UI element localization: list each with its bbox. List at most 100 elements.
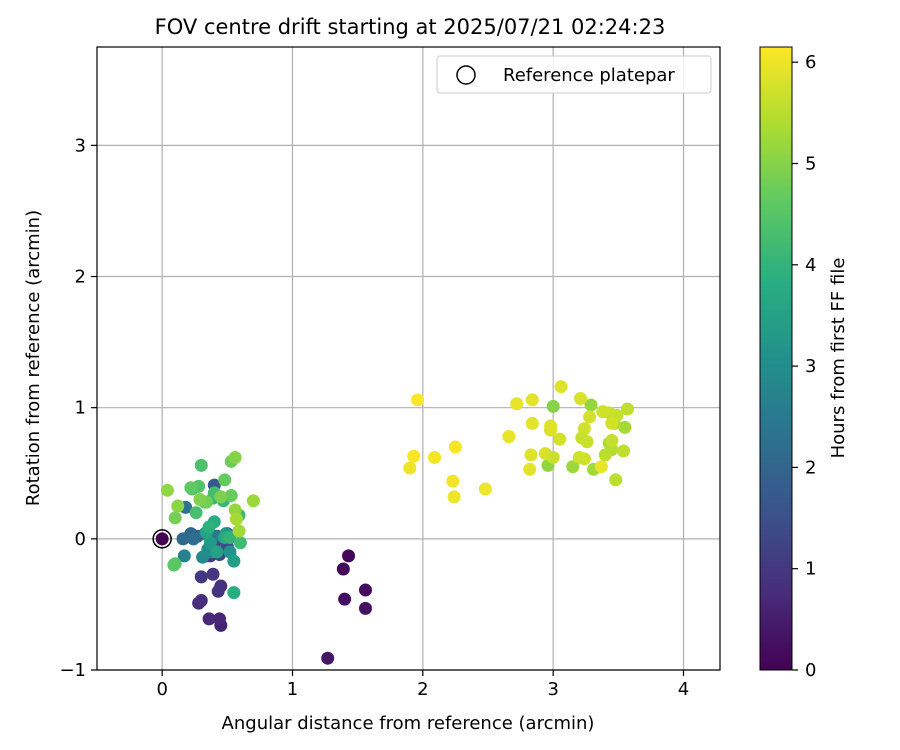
- data-point: [206, 567, 220, 581]
- data-point: [194, 458, 208, 472]
- data-point: [618, 420, 632, 434]
- y-axis-ticks: −1 0 1 2 3: [59, 135, 97, 681]
- data-point: [523, 462, 537, 476]
- data-point: [577, 452, 591, 466]
- data-point: [232, 524, 246, 538]
- data-point: [233, 536, 247, 550]
- data-point: [605, 416, 619, 430]
- colorbar-tick-label: 0: [805, 660, 816, 681]
- data-point: [546, 451, 560, 465]
- y-tick-label: 1: [75, 398, 86, 419]
- reference-marker-layer: [152, 529, 172, 549]
- data-point: [502, 430, 516, 444]
- data-point: [358, 601, 372, 615]
- data-point: [176, 532, 190, 546]
- data-point: [155, 532, 169, 546]
- legend-marker: [456, 65, 476, 85]
- data-point: [358, 583, 372, 597]
- data-point: [478, 482, 492, 496]
- data-point: [218, 473, 232, 487]
- data-point: [202, 612, 216, 626]
- data-point: [428, 451, 442, 465]
- data-point: [321, 651, 335, 665]
- data-point: [227, 554, 241, 568]
- data-point: [609, 473, 623, 487]
- data-point: [553, 432, 567, 446]
- y-tick-label: 3: [75, 135, 86, 156]
- data-point: [228, 451, 242, 465]
- colorbar-ticks: 0 1 2 3 4 5 6: [792, 52, 816, 681]
- data-point: [510, 397, 524, 411]
- data-point: [617, 444, 631, 458]
- grid-lines: [97, 47, 720, 671]
- x-tick-label: 1: [287, 679, 298, 700]
- data-point: [189, 506, 203, 520]
- y-tick-label: −1: [59, 660, 86, 681]
- data-point: [620, 402, 634, 416]
- data-point: [580, 435, 594, 449]
- data-point: [411, 393, 425, 407]
- data-point: [168, 511, 182, 525]
- colorbar-tick-label: 5: [805, 153, 816, 174]
- colorbar-tick-label: 2: [805, 457, 816, 478]
- x-tick-label: 0: [156, 679, 167, 700]
- data-point: [546, 399, 560, 413]
- data-point: [524, 448, 538, 462]
- data-point: [594, 460, 608, 474]
- data-point: [605, 433, 619, 447]
- data-point: [574, 392, 588, 406]
- data-points: [155, 380, 634, 665]
- data-point: [525, 416, 539, 430]
- data-point: [246, 494, 260, 508]
- data-point: [223, 531, 237, 545]
- data-point: [203, 536, 217, 550]
- data-point: [184, 481, 198, 495]
- data-point: [171, 499, 185, 513]
- data-point: [446, 474, 460, 488]
- data-point: [211, 584, 225, 598]
- colorbar-label: Hours from first FF file: [828, 258, 849, 459]
- data-point: [336, 562, 350, 576]
- x-tick-label: 3: [547, 679, 558, 700]
- data-point: [193, 492, 207, 506]
- data-point: [194, 593, 208, 607]
- data-point: [407, 449, 421, 463]
- data-point: [544, 419, 558, 433]
- data-point: [177, 549, 191, 563]
- data-point: [525, 393, 539, 407]
- y-axis-label: Rotation from reference (arcmin): [23, 210, 44, 506]
- data-point: [403, 461, 417, 475]
- y-tick-label: 2: [75, 267, 86, 288]
- data-point: [447, 490, 461, 504]
- data-point: [583, 410, 597, 424]
- data-point: [160, 483, 174, 497]
- plot-frame: [96, 46, 721, 671]
- data-point: [584, 398, 598, 412]
- data-point: [342, 549, 356, 563]
- data-point: [202, 520, 216, 534]
- data-point: [577, 422, 591, 436]
- data-point: [224, 489, 238, 503]
- data-point: [213, 612, 227, 626]
- colorbar-tick-label: 6: [805, 52, 816, 73]
- x-axis-label: Angular distance from reference (arcmin): [222, 713, 595, 734]
- legend-box: [436, 55, 712, 94]
- colorbar-tick-label: 4: [805, 255, 816, 276]
- data-point: [167, 558, 181, 572]
- data-point: [194, 570, 208, 584]
- reference-platepar-marker: [152, 529, 172, 549]
- x-axis-ticks: 0 1 2 3 4: [156, 670, 689, 700]
- data-point: [338, 592, 352, 606]
- data-point: [229, 512, 243, 526]
- data-point: [214, 490, 228, 504]
- x-tick-label: 2: [417, 679, 428, 700]
- data-point: [598, 448, 612, 462]
- chart-title: FOV centre drift starting at 2025/07/21 …: [155, 15, 666, 39]
- legend: Reference platepar: [436, 55, 712, 94]
- y-tick-label: 0: [75, 529, 86, 550]
- data-point: [186, 532, 200, 546]
- data-point: [566, 460, 580, 474]
- x-tick-label: 4: [678, 679, 689, 700]
- data-point: [596, 405, 610, 419]
